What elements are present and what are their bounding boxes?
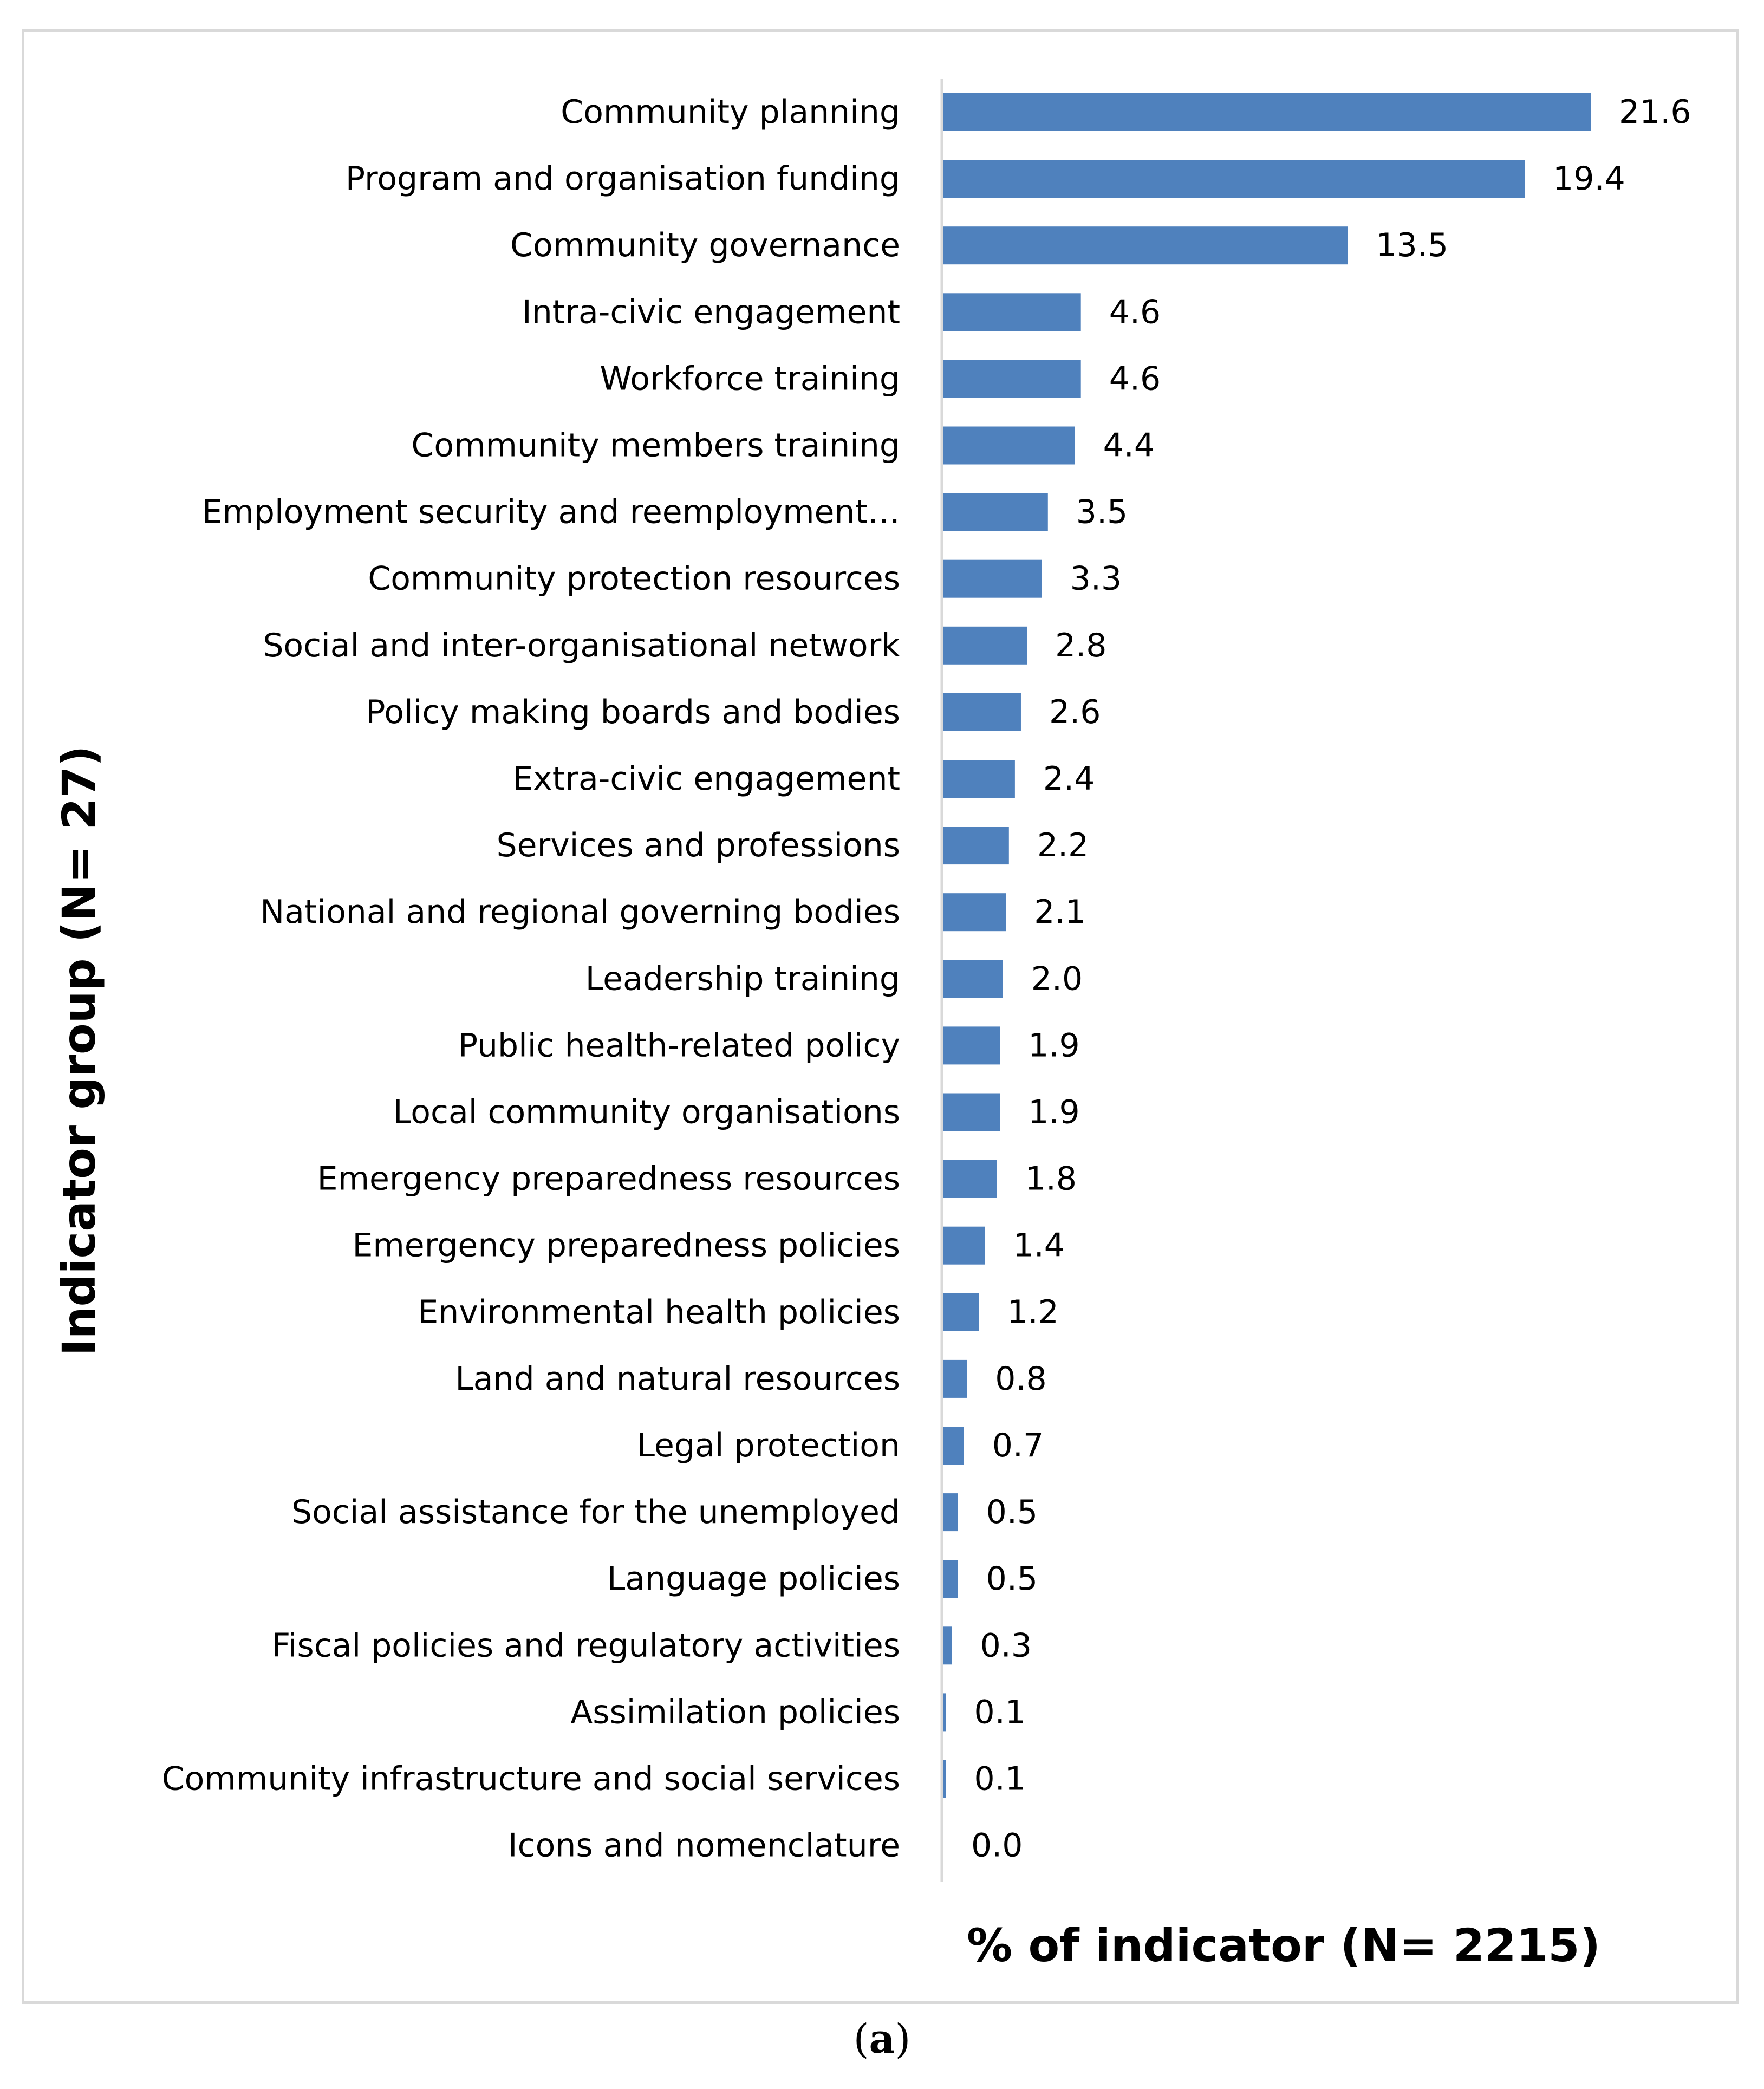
category-label: Community members training — [411, 427, 900, 465]
value-label: 0.5 — [986, 1493, 1038, 1531]
value-label: 4.6 — [1109, 293, 1161, 331]
category-label: Legal protection — [637, 1427, 900, 1465]
value-label: 1.2 — [1007, 1293, 1058, 1331]
value-label: 4.4 — [1103, 427, 1155, 465]
value-label: 0.3 — [980, 1626, 1032, 1664]
bar — [943, 360, 1081, 398]
bar — [943, 626, 1027, 665]
value-label: 3.5 — [1076, 493, 1128, 531]
category-label: Fiscal policies and regulatory activitie… — [272, 1626, 900, 1664]
category-label: Intra-civic engagement — [522, 293, 900, 331]
value-label: 0.5 — [986, 1560, 1038, 1598]
value-label: 2.0 — [1031, 960, 1083, 998]
bar — [943, 1626, 952, 1665]
category-label: Employment security and reemployment… — [202, 493, 900, 531]
category-label: Public health-related policy — [458, 1026, 900, 1064]
value-label: 0.1 — [974, 1760, 1026, 1798]
value-label: 2.8 — [1055, 627, 1106, 665]
value-label: 2.2 — [1037, 827, 1089, 864]
bars-group — [943, 93, 1591, 1798]
value-label: 0.0 — [971, 1827, 1023, 1865]
bar — [943, 426, 1075, 465]
category-label: Environmental health policies — [418, 1293, 900, 1331]
category-label: Assimilation policies — [570, 1693, 900, 1731]
value-label: 1.4 — [1013, 1227, 1065, 1265]
y-axis-title: Indicator group (N= 27) — [53, 745, 106, 1356]
bar — [943, 226, 1348, 265]
value-label: 1.9 — [1028, 1026, 1079, 1064]
category-label: Land and natural resources — [455, 1360, 900, 1398]
category-label: Community planning — [561, 93, 900, 131]
category-label: Community governance — [510, 226, 900, 264]
category-label: Icons and nomenclature — [508, 1827, 900, 1865]
bar — [943, 1560, 958, 1598]
bar — [943, 293, 1081, 331]
bar — [943, 827, 1009, 865]
value-label: 3.3 — [1070, 560, 1122, 598]
value-label: 1.8 — [1025, 1160, 1077, 1198]
value-label: 0.8 — [995, 1360, 1046, 1398]
bar — [943, 559, 1042, 598]
caption-letter: a — [869, 2016, 895, 2062]
category-label: Workforce training — [600, 360, 900, 398]
bar — [943, 493, 1048, 531]
value-label: 19.4 — [1553, 160, 1625, 198]
bar — [943, 160, 1525, 198]
category-label: Policy making boards and bodies — [366, 693, 900, 731]
bar — [943, 1093, 1000, 1131]
category-labels-group: Community planning Program and organisati… — [162, 93, 900, 1865]
bar — [943, 1693, 946, 1732]
bar — [943, 693, 1021, 731]
category-label: Emergency preparedness policies — [352, 1227, 900, 1265]
category-label: Social and inter-organisational network — [263, 627, 900, 665]
bar — [943, 1293, 979, 1331]
category-label: Program and organisation funding — [346, 160, 900, 198]
bar-chart: Community planning Program and organisati… — [53, 79, 1691, 1972]
caption-open-paren: ( — [853, 2016, 869, 2062]
bar — [943, 1226, 985, 1265]
chart-frame — [22, 29, 1739, 2004]
panel-caption: (a) — [0, 2016, 1764, 2062]
value-labels-group: 21.6 19.4 13.5 4.6 4.6 4.4 3.5 3.3 2.8 2.6 2.4 2.2 2… — [971, 93, 1691, 1865]
bar — [943, 1760, 946, 1798]
category-label: Community infrastructure and social serv… — [162, 1760, 900, 1798]
bar — [943, 1026, 1000, 1065]
bar — [943, 1427, 964, 1465]
category-label: Social assistance for the unemployed — [291, 1493, 900, 1531]
bar — [943, 760, 1015, 798]
bar — [943, 893, 1006, 932]
value-label: 13.5 — [1376, 226, 1449, 264]
category-label: Leadership training — [585, 960, 900, 998]
bar — [943, 1160, 997, 1198]
value-label: 2.1 — [1034, 893, 1085, 931]
x-axis-title: % of indicator (N= 2215) — [967, 1919, 1600, 1972]
category-label: Community protection resources — [368, 560, 900, 598]
caption-close-paren: ) — [895, 2016, 911, 2062]
category-label: National and regional governing bodies — [260, 893, 900, 931]
category-label: Language policies — [607, 1560, 900, 1598]
value-label: 2.6 — [1049, 693, 1101, 731]
bar — [943, 93, 1591, 131]
category-label: Local community organisations — [393, 1094, 900, 1131]
value-label: 0.1 — [974, 1693, 1026, 1731]
category-label: Extra-civic engagement — [512, 760, 900, 798]
bar — [943, 1359, 967, 1398]
category-label: Services and professions — [497, 827, 900, 864]
category-label: Emergency preparedness resources — [317, 1160, 900, 1198]
value-label: 21.6 — [1619, 93, 1691, 131]
value-label: 2.4 — [1043, 760, 1095, 798]
bar — [943, 960, 1003, 998]
value-label: 1.9 — [1028, 1094, 1079, 1131]
value-label: 4.6 — [1109, 360, 1161, 398]
bar — [943, 1493, 958, 1532]
value-label: 0.7 — [992, 1427, 1044, 1465]
